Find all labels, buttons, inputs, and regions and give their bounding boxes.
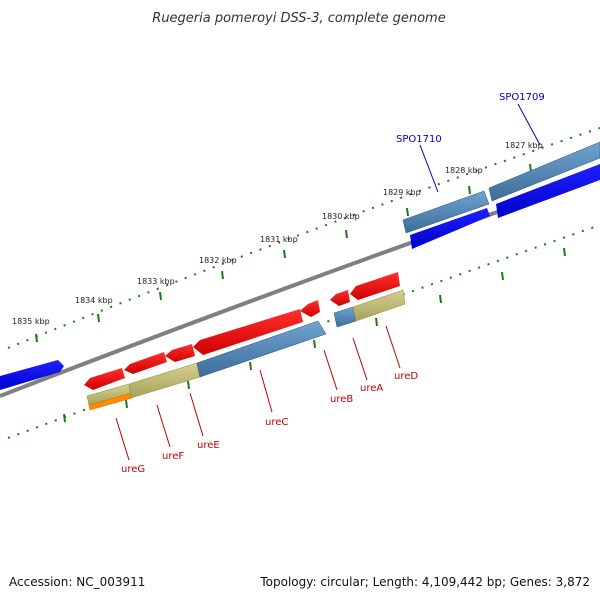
cds-reverse-ureB[interactable]	[300, 300, 320, 317]
gene-ureC[interactable]	[196, 320, 327, 378]
forward-cds-track	[0, 164, 600, 390]
outer-major-ticks	[35, 163, 532, 343]
map-title: Ruegeria pomeroyi DSS-3, complete genome	[152, 11, 445, 26]
tick-label-1834: 1834 kbp	[75, 296, 113, 305]
label-spo1709[interactable]: SPO1709	[499, 92, 545, 103]
cds-reverse-ureC[interactable]	[193, 309, 303, 355]
tick-label-1831: 1831 kbp	[260, 235, 298, 244]
cds-reverse-ureF[interactable]	[124, 352, 167, 374]
gene-ureA-blue[interactable]	[333, 306, 357, 328]
genome-summary-text: Topology: circular; Length: 4,109,442 bp…	[259, 575, 590, 589]
label-leaders-blue	[419, 103, 541, 193]
cds-forward-spo1709-region[interactable]	[496, 164, 600, 218]
tick-label-1833: 1833 kbp	[137, 277, 175, 286]
label-leaders-red	[115, 325, 401, 461]
label-ureC[interactable]: ureC	[265, 417, 288, 428]
cds-forward-spo1710-region[interactable]	[410, 208, 490, 249]
tick-label-1830: 1830 kbp	[322, 212, 360, 221]
reverse-cds-track	[84, 272, 400, 390]
label-ureB[interactable]: ureB	[330, 394, 353, 405]
label-ureF[interactable]: ureF	[162, 451, 184, 462]
accession-text: Accession: NC_003911	[9, 575, 145, 589]
cds-reverse-ureG[interactable]	[84, 368, 125, 390]
label-spo1710[interactable]: SPO1710	[396, 134, 442, 145]
gene-spo1710[interactable]	[402, 190, 490, 234]
cds-reverse-ureD[interactable]	[350, 272, 400, 300]
tick-label-1829: 1829 kbp	[383, 188, 421, 197]
tick-label-1835: 1835 kbp	[12, 317, 50, 326]
cds-reverse-ureA[interactable]	[330, 290, 350, 306]
label-ureD[interactable]: ureD	[394, 371, 418, 382]
cds-forward-left[interactable]	[0, 360, 64, 390]
gene-track-forward	[402, 141, 600, 234]
cds-reverse-ureE[interactable]	[165, 344, 195, 362]
label-ureA[interactable]: ureA	[360, 383, 383, 394]
inner-major-ticks	[63, 247, 566, 423]
outer-tick-ring	[7, 127, 600, 349]
tick-label-1828: 1828 kbp	[445, 166, 483, 175]
tick-label-1832: 1832 kbp	[199, 256, 237, 265]
tick-label-1827: 1827 kbp	[505, 141, 543, 150]
gene-spo1709[interactable]	[488, 141, 600, 202]
label-ureE[interactable]: ureE	[197, 440, 220, 451]
gene-ureD[interactable]	[352, 289, 406, 322]
label-ureG[interactable]: ureG	[121, 464, 145, 475]
gene-track-reverse	[86, 289, 406, 411]
gene-ureG-orange[interactable]	[88, 392, 133, 411]
